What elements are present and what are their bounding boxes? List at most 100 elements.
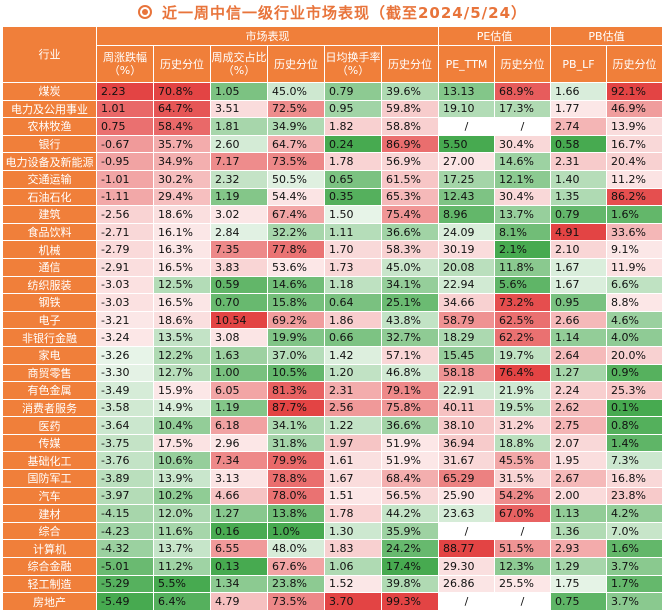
cell-daily-turnover: 1.06 <box>324 557 382 576</box>
cell-weekly-change-pct: 12.2% <box>153 345 211 365</box>
cell-pe-ttm: 26.86 <box>438 574 495 594</box>
cell-pe-ttm: 65.29 <box>438 469 495 488</box>
cell-pb-pct: 1.6% <box>606 205 663 224</box>
cell-daily-turnover: 1.30 <box>324 521 382 541</box>
cell-turnover-ratio: 1.27 <box>210 504 268 523</box>
cell-weekly-change-pct: 10.4% <box>153 416 211 435</box>
cell-daily-turnover-pct: 32.7% <box>381 328 439 347</box>
cell-turnover-ratio-pct: 10.5% <box>267 363 325 383</box>
cell-pe-ttm: 25.90 <box>438 486 495 506</box>
cell-daily-turnover: 1.18 <box>324 275 382 295</box>
cell-daily-turnover-pct: 79.1% <box>381 381 439 400</box>
cell-daily-turnover-pct: 56.5% <box>381 486 439 506</box>
cell-industry: 建材 <box>2 504 97 523</box>
cell-weekly-change-pct: 12.7% <box>153 363 211 383</box>
cell-pb-lf: 2.07 <box>550 433 607 453</box>
cell-turnover-ratio: 4.66 <box>210 486 268 506</box>
cell-pb-pct: 1.7% <box>606 574 663 594</box>
cell-pe-pct: 8.1% <box>494 222 551 242</box>
cell-pb-lf: 1.75 <box>550 574 607 594</box>
cell-pe-ttm: 38.10 <box>438 416 495 435</box>
table-row: 钢铁 -3.03 16.5% 0.70 15.8% 0.64 25.1% 34.66 73.2%… <box>2 293 663 312</box>
cell-daily-turnover-pct: 25.1% <box>381 293 439 312</box>
col-header-daily-turnover: 日均换手率（%） <box>324 45 382 83</box>
cell-daily-turnover-pct: 86.9% <box>381 134 439 154</box>
cell-pe-pct: 67.0% <box>494 504 551 523</box>
cell-daily-turnover-pct: 51.9% <box>381 433 439 453</box>
cell-turnover-ratio-pct: 67.6% <box>267 557 325 576</box>
cell-weekly-change: -4.15 <box>96 504 154 523</box>
cell-industry: 电力设备及新能源 <box>2 152 97 171</box>
col-header-weekly-change-percentile: 历史分位 <box>153 45 211 83</box>
table-body: 煤炭 2.23 70.8% 1.05 45.0% 0.79 39.6% 13.13 68.9% 1… <box>2 82 663 611</box>
cell-pb-lf: 1.14 <box>550 328 607 347</box>
cell-daily-turnover-pct: 17.4% <box>381 557 439 576</box>
cell-pe-pct: 12.3% <box>494 557 551 576</box>
cell-weekly-change-pct: 18.6% <box>153 310 211 330</box>
cell-daily-turnover-pct: 51.9% <box>381 451 439 471</box>
cell-pb-lf: 2.74 <box>550 117 607 136</box>
cell-daily-turnover: 1.61 <box>324 451 382 471</box>
col-header-industry: 行业 <box>2 26 97 83</box>
cell-weekly-change-pct: 16.5% <box>153 257 211 277</box>
table-row: 煤炭 2.23 70.8% 1.05 45.0% 0.79 39.6% 13.13 68.9% 1… <box>2 82 663 101</box>
cell-pe-pct: 31.2% <box>494 416 551 435</box>
table-row: 计算机 -4.32 13.7% 6.55 48.0% 1.83 24.2% 88.77 51.5… <box>2 539 663 559</box>
cell-pb-pct: 6.6% <box>606 275 663 295</box>
cell-turnover-ratio: 7.17 <box>210 152 268 171</box>
cell-pe-pct: 51.5% <box>494 539 551 559</box>
cell-turnover-ratio: 1.19 <box>210 398 268 418</box>
cell-turnover-ratio-pct: 23.8% <box>267 574 325 594</box>
cell-turnover-ratio-pct: 54.4% <box>267 187 325 207</box>
cell-daily-turnover: 1.22 <box>324 416 382 435</box>
cell-pb-pct: 8.8% <box>606 293 663 312</box>
cell-turnover-ratio-pct: 77.8% <box>267 240 325 259</box>
cell-daily-turnover-pct: 75.8% <box>381 398 439 418</box>
cell-daily-turnover: 1.20 <box>324 363 382 383</box>
cell-daily-turnover: 1.50 <box>324 205 382 224</box>
cell-weekly-change-pct: 12.0% <box>153 504 211 523</box>
cell-pe-ttm: 5.50 <box>438 134 495 154</box>
cell-industry: 传媒 <box>2 433 97 453</box>
cell-pb-pct: 86.2% <box>606 187 663 207</box>
cell-weekly-change: -5.49 <box>96 592 154 611</box>
cell-pb-pct: 11.9% <box>606 257 663 277</box>
cell-turnover-ratio: 2.96 <box>210 433 268 453</box>
cell-turnover-ratio: 7.34 <box>210 451 268 471</box>
table-row: 基础化工 -3.76 10.6% 7.34 79.9% 1.61 51.9% 31.67 45.… <box>2 451 663 471</box>
cell-weekly-change: -1.11 <box>96 187 154 207</box>
cell-pe-ttm: 58.18 <box>438 363 495 383</box>
cell-pb-pct: 7.0% <box>606 521 663 541</box>
cell-pb-pct: 0.8% <box>606 416 663 435</box>
table-row: 电力设备及新能源 -0.95 34.9% 7.17 73.5% 1.78 56.9% 27.0… <box>2 152 663 171</box>
table-row: 商贸零售 -3.30 12.7% 1.00 10.5% 1.20 46.8% 58.18 76.… <box>2 363 663 383</box>
cell-turnover-ratio: 6.18 <box>210 416 268 435</box>
cell-turnover-ratio-pct: 73.5% <box>267 152 325 171</box>
cell-pb-pct: 7.3% <box>606 451 663 471</box>
cell-weekly-change: -3.24 <box>96 328 154 347</box>
cell-daily-turnover-pct: 34.1% <box>381 275 439 295</box>
table-row: 传媒 -3.75 17.5% 2.96 31.8% 1.97 51.9% 36.94 18.8%… <box>2 433 663 453</box>
cell-turnover-ratio-pct: 73.5% <box>267 592 325 611</box>
cell-weekly-change: -0.95 <box>96 152 154 171</box>
cell-weekly-change-pct: 30.2% <box>153 169 211 189</box>
industry-performance-table: 行业 市场表现 PE估值 PB估值 周涨跌幅（%） 历史分位 周成交占比（%） … <box>2 26 663 611</box>
cell-daily-turnover: 0.35 <box>324 187 382 207</box>
cell-pb-lf: 1.95 <box>550 451 607 471</box>
cell-pe-ttm: 22.91 <box>438 381 495 400</box>
cell-daily-turnover-pct: 43.8% <box>381 310 439 330</box>
cell-pe-ttm: 27.00 <box>438 152 495 171</box>
target-circle-icon <box>137 5 152 19</box>
table-row: 建筑 -2.56 18.6% 3.02 67.4% 1.50 75.4% 8.96 13.7% 0… <box>2 205 663 224</box>
cell-weekly-change-pct: 17.5% <box>153 433 211 453</box>
cell-daily-turnover-pct: 65.3% <box>381 187 439 207</box>
cell-industry: 有色金属 <box>2 381 97 400</box>
cell-daily-turnover: 0.24 <box>324 134 382 154</box>
cell-daily-turnover: 1.78 <box>324 152 382 171</box>
table-row: 非银行金融 -3.24 13.5% 3.08 19.9% 0.66 32.7% 18.29 62… <box>2 328 663 347</box>
col-header-pb-percentile: 历史分位 <box>606 45 663 83</box>
cell-turnover-ratio: 3.02 <box>210 205 268 224</box>
cell-pb-lf: 1.66 <box>550 82 607 101</box>
table-row: 通信 -2.91 16.5% 3.83 53.6% 1.73 45.0% 20.08 11.8%… <box>2 257 663 277</box>
cell-turnover-ratio: 6.05 <box>210 381 268 400</box>
